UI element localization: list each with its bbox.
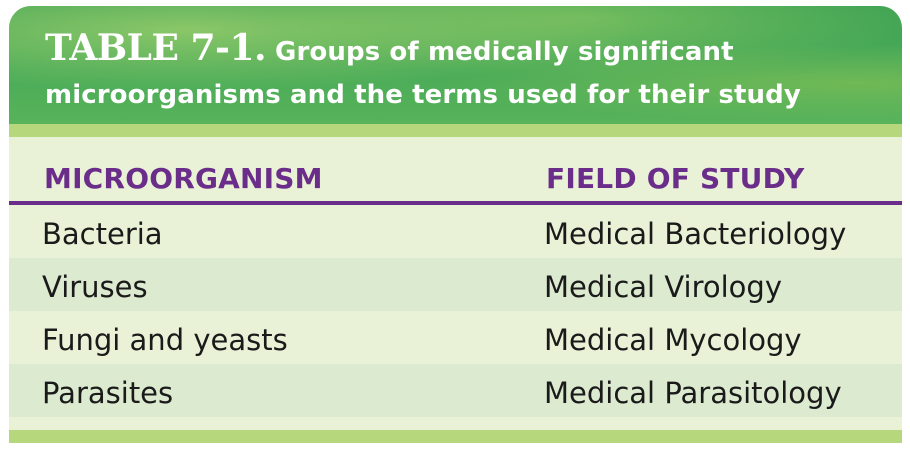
- header-divider: [9, 201, 902, 205]
- table-row: Fungi and yeasts Medical Mycology: [9, 311, 902, 364]
- microorganism-cell: Fungi and yeasts: [42, 323, 288, 357]
- table-row: Bacteria Medical Bacteriology: [9, 205, 902, 258]
- table-title-text: Groups of medically significant: [275, 37, 734, 67]
- microorganism-cell: Bacteria: [42, 217, 163, 251]
- table-row: Viruses Medical Virology: [9, 258, 902, 311]
- field-of-study-cell: Medical Virology: [544, 270, 782, 304]
- microorganism-cell: Viruses: [42, 270, 148, 304]
- header-accent-strip: [9, 124, 902, 137]
- table-title-line-2: microorganisms and the terms used for th…: [45, 80, 801, 110]
- field-of-study-cell: Medical Mycology: [544, 323, 802, 357]
- field-of-study-cell: Medical Parasitology: [544, 376, 842, 410]
- column-header-microorganism: MICROORGANISM: [44, 162, 323, 195]
- table-header: TABLE 7-1. Groups of medically significan…: [9, 6, 902, 124]
- column-header-row: MICROORGANISM FIELD OF STUDY: [9, 137, 902, 201]
- microorganism-cell: Parasites: [42, 376, 174, 410]
- table-title-line-1: TABLE 7-1. Groups of medically significan…: [45, 27, 734, 69]
- column-header-field-of-study: FIELD OF STUDY: [546, 162, 805, 195]
- table-row: Parasites Medical Parasitology: [9, 364, 902, 417]
- table-body: Bacteria Medical Bacteriology Viruses Me…: [9, 205, 902, 417]
- table-number-label: TABLE 7-1.: [45, 27, 267, 69]
- table-title-continuation: microorganisms and the terms used for th…: [45, 80, 801, 110]
- bottom-accent-strip: [9, 430, 902, 443]
- field-of-study-cell: Medical Bacteriology: [544, 217, 847, 251]
- table-card: TABLE 7-1. Groups of medically significan…: [9, 6, 902, 443]
